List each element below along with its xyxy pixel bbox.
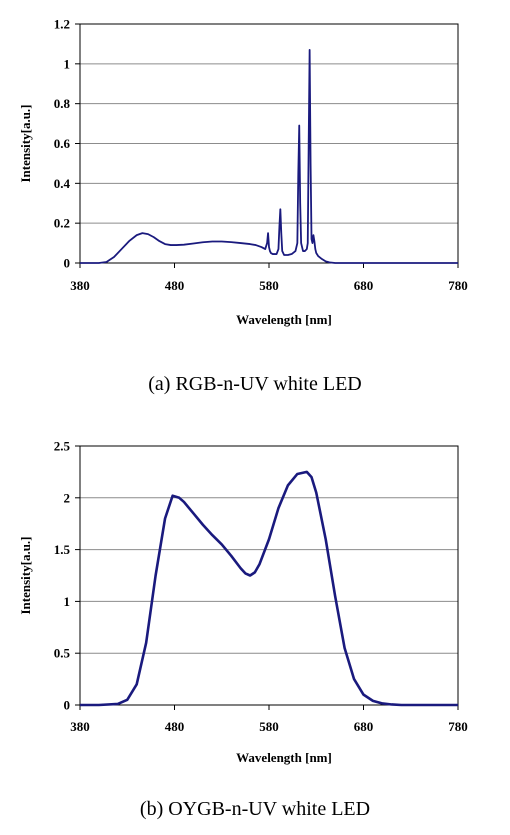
chart0-y-axis-label: Intensity[a.u.]	[18, 104, 33, 182]
chart0-ytick-label-0: 0	[64, 256, 71, 271]
chart0-xtick-label-0: 380	[70, 278, 90, 293]
chart1-xtick-label-2: 580	[259, 719, 279, 734]
chart1-ytick-label-1: 0.5	[54, 646, 71, 661]
chart1-x-axis-label: Wavelength [nm]	[236, 750, 332, 765]
chart1-ytick-label-5: 2.5	[54, 439, 71, 454]
chart0-ytick-label-2: 0.4	[54, 176, 71, 191]
chart0-ytick-label-4: 0.8	[54, 96, 71, 111]
chart0-ytick-label-1: 0.2	[54, 216, 70, 231]
chart1-ytick-label-0: 0	[64, 698, 71, 713]
chart0-series-line-0	[80, 48, 458, 264]
chart1-xtick-label-1: 480	[165, 719, 185, 734]
chart1-y-axis-label: Intensity[a.u.]	[18, 536, 33, 614]
chart1-plot-frame	[79, 445, 459, 706]
chart1-xtick-label-0: 380	[70, 719, 90, 734]
chart0-plot-frame	[79, 23, 459, 264]
chart0-x-axis-label: Wavelength [nm]	[236, 312, 332, 327]
chart0-xtick-label-1: 480	[165, 278, 185, 293]
chart1-xtick-label-3: 680	[354, 719, 374, 734]
chart1-ytick-label-2: 1	[64, 594, 71, 609]
chart1-ytick-label-4: 2	[64, 490, 71, 505]
chart0-xtick-label-4: 780	[448, 278, 468, 293]
chart0-ytick-label-6: 1.2	[54, 17, 70, 32]
chart1-series-line-0	[80, 470, 458, 707]
chart0-xtick-label-2: 580	[259, 278, 279, 293]
chart1-caption: (b) OYGB-n-UV white LED	[140, 798, 370, 820]
chart1-xtick-label-4: 780	[448, 719, 468, 734]
chart0-caption: (a) RGB-n-UV white LED	[148, 373, 361, 395]
chart1-ytick-label-3: 1.5	[54, 542, 71, 557]
chart0-ytick-label-3: 0.6	[54, 136, 71, 151]
chart0-ytick-label-5: 1	[64, 56, 71, 71]
chart0-xtick-label-3: 680	[354, 278, 374, 293]
